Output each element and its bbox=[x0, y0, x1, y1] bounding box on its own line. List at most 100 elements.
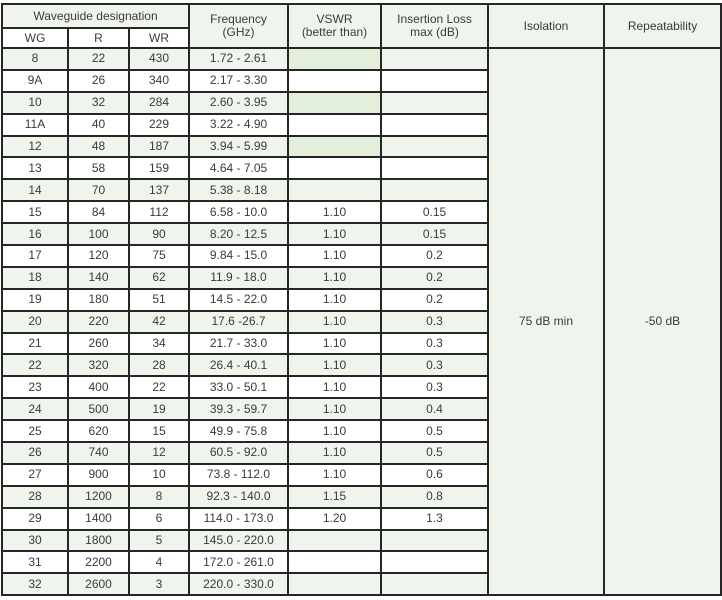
cell-wg: 22 bbox=[1, 353, 69, 378]
header-frequency: Frequency (GHz) bbox=[188, 3, 289, 49]
cell-frequency: 39.3 - 59.7 bbox=[188, 397, 289, 422]
cell-r: 740 bbox=[67, 441, 130, 465]
cell-wr: 137 bbox=[128, 178, 190, 203]
cell-frequency: 9.84 - 15.0 bbox=[188, 244, 289, 268]
header-repeatability: Repeatability bbox=[603, 3, 722, 49]
cell-insertion-loss: 0.2 bbox=[380, 265, 489, 290]
cell-r: 1800 bbox=[67, 528, 130, 553]
table-row: 23 400 22 33.0 - 50.1 1.10 0.3 bbox=[1, 375, 721, 400]
table-row: 27 900 10 73.8 - 112.0 1.10 0.6 bbox=[1, 462, 721, 487]
frequency-unit: (GHz) bbox=[222, 25, 255, 39]
cell-insertion-loss: 0.15 bbox=[380, 222, 489, 247]
insertion-loss-sub: max (dB) bbox=[410, 25, 459, 39]
cell-wg: 15 bbox=[1, 200, 69, 225]
cell-wr: 75 bbox=[128, 244, 190, 268]
cell-frequency: 11.9 - 18.0 bbox=[188, 265, 289, 290]
cell-vswr: 1.10 bbox=[287, 222, 382, 247]
cell-insertion-loss: 0.3 bbox=[380, 331, 489, 356]
cell-wg: 20 bbox=[1, 309, 69, 334]
cell-r: 320 bbox=[67, 353, 130, 378]
cell-insertion-loss bbox=[380, 134, 489, 159]
cell-r: 48 bbox=[67, 134, 130, 159]
isolation-value: 75 dB min bbox=[487, 46, 605, 597]
cell-wg: 11A bbox=[1, 112, 69, 137]
cell-wg: 31 bbox=[1, 550, 69, 575]
cell-vswr: 1.10 bbox=[287, 309, 382, 334]
cell-insertion-loss bbox=[380, 47, 489, 71]
cell-wr: 430 bbox=[128, 47, 190, 71]
cell-insertion-loss bbox=[380, 528, 489, 553]
header-wr: WR bbox=[128, 27, 190, 49]
table-row: 26 740 12 60.5 - 92.0 1.10 0.5 bbox=[1, 441, 721, 465]
cell-wr: 34 bbox=[128, 331, 190, 356]
cell-frequency: 73.8 - 112.0 bbox=[188, 462, 289, 487]
cell-wg: 16 bbox=[1, 222, 69, 247]
table-row: 31 2200 4 172.0 - 261.0 bbox=[1, 550, 721, 575]
cell-wr: 51 bbox=[128, 287, 190, 312]
cell-vswr: 1.10 bbox=[287, 441, 382, 465]
cell-wg: 25 bbox=[1, 419, 69, 444]
table-row: 10 32 284 2.60 - 3.95 bbox=[1, 90, 721, 115]
insertion-loss-label: Insertion Loss bbox=[397, 12, 472, 26]
cell-wr: 28 bbox=[128, 353, 190, 378]
table-row: 13 58 159 4.64 - 7.05 bbox=[1, 156, 721, 181]
cell-vswr bbox=[287, 47, 382, 71]
cell-wr: 19 bbox=[128, 397, 190, 422]
cell-vswr: 1.20 bbox=[287, 506, 382, 531]
cell-wg: 19 bbox=[1, 287, 69, 312]
cell-vswr: 1.10 bbox=[287, 200, 382, 225]
cell-insertion-loss: 0.2 bbox=[380, 287, 489, 312]
cell-frequency: 21.7 - 33.0 bbox=[188, 331, 289, 356]
vswr-sub: (better than) bbox=[301, 25, 368, 39]
cell-r: 32 bbox=[67, 90, 130, 115]
cell-frequency: 92.3 - 140.0 bbox=[188, 484, 289, 509]
cell-frequency: 8.20 - 12.5 bbox=[188, 222, 289, 247]
vswr-label: VSWR bbox=[316, 12, 353, 26]
cell-vswr bbox=[287, 68, 382, 93]
cell-r: 120 bbox=[67, 244, 130, 268]
cell-wr: 62 bbox=[128, 265, 190, 290]
cell-vswr bbox=[287, 112, 382, 137]
cell-insertion-loss bbox=[380, 178, 489, 203]
header-isolation: Isolation bbox=[487, 3, 605, 49]
cell-wg: 10 bbox=[1, 90, 69, 115]
cell-frequency: 2.60 - 3.95 bbox=[188, 90, 289, 115]
cell-vswr: 1.10 bbox=[287, 265, 382, 290]
cell-wr: 5 bbox=[128, 528, 190, 553]
cell-wg: 9A bbox=[1, 68, 69, 93]
cell-insertion-loss: 0.2 bbox=[380, 244, 489, 268]
cell-r: 140 bbox=[67, 265, 130, 290]
cell-insertion-loss: 0.5 bbox=[380, 441, 489, 465]
cell-vswr bbox=[287, 178, 382, 203]
cell-wg: 21 bbox=[1, 331, 69, 356]
table-row: 9A 26 340 2.17 - 3.30 bbox=[1, 68, 721, 93]
cell-vswr: 1.10 bbox=[287, 462, 382, 487]
table-row: 18 140 62 11.9 - 18.0 1.10 0.2 bbox=[1, 265, 721, 290]
cell-insertion-loss bbox=[380, 550, 489, 575]
cell-wr: 3 bbox=[128, 572, 190, 597]
cell-wg: 12 bbox=[1, 134, 69, 159]
cell-wg: 13 bbox=[1, 156, 69, 181]
cell-r: 180 bbox=[67, 287, 130, 312]
header-waveguide-designation: Waveguide designation bbox=[1, 3, 190, 29]
header-r: R bbox=[67, 27, 130, 49]
table-row: 19 180 51 14.5 - 22.0 1.10 0.2 bbox=[1, 287, 721, 312]
table-row: 25 620 15 49.9 - 75.8 1.10 0.5 bbox=[1, 419, 721, 444]
cell-r: 58 bbox=[67, 156, 130, 181]
cell-insertion-loss: 0.3 bbox=[380, 309, 489, 334]
cell-r: 26 bbox=[67, 68, 130, 93]
cell-r: 900 bbox=[67, 462, 130, 487]
cell-wg: 14 bbox=[1, 178, 69, 203]
cell-insertion-loss bbox=[380, 156, 489, 181]
cell-frequency: 172.0 - 261.0 bbox=[188, 550, 289, 575]
cell-wg: 32 bbox=[1, 572, 69, 597]
cell-wr: 229 bbox=[128, 112, 190, 137]
cell-vswr: 1.10 bbox=[287, 353, 382, 378]
table-row: 28 1200 8 92.3 - 140.0 1.15 0.8 bbox=[1, 484, 721, 509]
cell-wr: 12 bbox=[128, 441, 190, 465]
cell-wg: 24 bbox=[1, 397, 69, 422]
cell-frequency: 33.0 - 50.1 bbox=[188, 375, 289, 400]
cell-wr: 159 bbox=[128, 156, 190, 181]
cell-insertion-loss: 0.6 bbox=[380, 462, 489, 487]
table-row: 24 500 19 39.3 - 59.7 1.10 0.4 bbox=[1, 397, 721, 422]
